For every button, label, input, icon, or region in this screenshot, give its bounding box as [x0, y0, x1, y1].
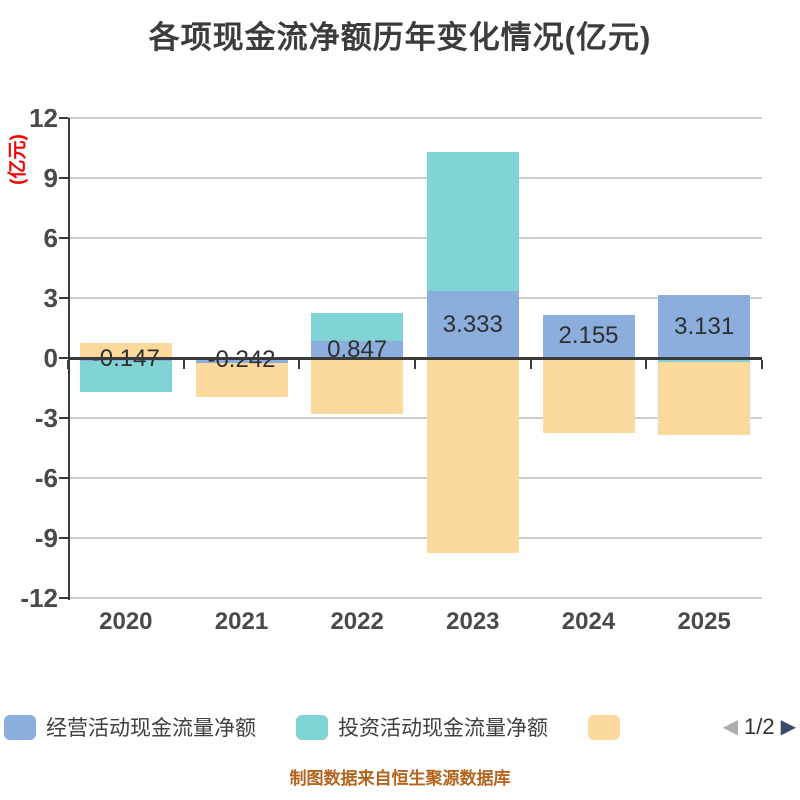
- gridline-y-12: [68, 117, 762, 119]
- x-tick-label-2025: 2025: [677, 608, 731, 635]
- x-tick-mark: [67, 360, 69, 369]
- legend-swatch-third: [588, 714, 620, 740]
- bar-segment-2024-series0: [542, 314, 635, 358]
- y-tick-label-12: 12: [29, 103, 58, 133]
- x-tick-mark: [182, 360, 185, 369]
- legend-label-investing: 投资活动现金流量净额: [338, 717, 548, 740]
- legend: 经营活动现金流量净额 投资活动现金流量净额 ◀ 1/2 ▶: [0, 712, 796, 742]
- x-tick-label-2020: 2020: [99, 608, 153, 635]
- legend-pagination: ◀ 1/2 ▶: [723, 714, 796, 740]
- y-axis-line: [68, 118, 70, 600]
- x-tick-mark: [298, 360, 301, 369]
- y-tick-mark: [59, 417, 68, 419]
- bar-segment-2022-series2: [311, 358, 404, 414]
- y-tick-mark: [59, 537, 68, 539]
- legend-swatch-operating: [4, 714, 36, 740]
- y-tick-label--3: -3: [34, 403, 58, 433]
- legend-label-operating: 经营活动现金流量净额: [46, 717, 256, 740]
- y-tick-mark: [59, 117, 68, 119]
- bar-segment-2025-series2: [658, 362, 751, 435]
- bar-segment-2020-series1: [79, 360, 172, 392]
- gridline-y--3: [68, 417, 762, 419]
- pagination-prev-icon[interactable]: ◀: [722, 716, 739, 738]
- bar-value-label-2021: -0.242: [207, 346, 275, 374]
- y-tick-mark: [59, 297, 68, 299]
- bar-segment-2023-series2: [426, 358, 519, 553]
- y-tick-label--12: -12: [20, 583, 58, 613]
- bar-segment-2021-series0: [195, 358, 288, 363]
- gridline-y-9: [68, 177, 762, 179]
- y-tick-label--9: -9: [34, 523, 58, 553]
- y-tick-mark: [59, 477, 68, 479]
- pagination-next-icon[interactable]: ▶: [780, 716, 796, 738]
- bar-segment-2023-series0: [426, 291, 519, 358]
- gridline-y-6: [68, 237, 762, 239]
- pagination-page-indicator: 1/2: [744, 714, 775, 739]
- x-tick-mark: [414, 360, 416, 369]
- x-tick-mark: [761, 360, 763, 369]
- bar-segment-2022-series1: [311, 313, 404, 342]
- bar-value-label-2025: 3.131: [674, 312, 735, 340]
- x-tick-mark: [645, 360, 648, 369]
- bar-segment-2025-series0: [658, 295, 751, 358]
- y-tick-mark: [59, 597, 68, 599]
- bar-segment-2024-series2: [542, 358, 635, 433]
- data-source-note: 制图数据来自恒生聚源数据库: [289, 769, 511, 788]
- bar-segment-2022-series0: [311, 341, 404, 358]
- y-tick-label-3: 3: [43, 283, 58, 313]
- y-tick-mark: [59, 237, 68, 239]
- x-tick-label-2023: 2023: [446, 608, 500, 635]
- gridline-y--9: [68, 537, 762, 539]
- zero-axis-line: [68, 357, 762, 360]
- y-tick-label-9: 9: [43, 163, 58, 193]
- legend-item-operating[interactable]: 经营活动现金流量净额: [4, 712, 256, 742]
- bar-segment-2023-series1: [426, 151, 519, 292]
- gridline-y--12: [68, 597, 762, 599]
- bar-value-label-2024: 2.155: [558, 322, 619, 350]
- x-tick-label-2022: 2022: [330, 608, 384, 635]
- y-tick-mark: [59, 357, 68, 359]
- legend-item-third[interactable]: [588, 714, 630, 740]
- y-tick-label-0: 0: [43, 343, 58, 373]
- y-tick-label--6: -6: [34, 463, 58, 493]
- chart-title: 各项现金流净额历年变化情况(亿元): [148, 20, 652, 55]
- bar-segment-2025-series1: [658, 358, 751, 362]
- x-tick-mark: [529, 360, 532, 369]
- y-tick-mark: [59, 177, 68, 179]
- bar-segment-2020-series2: [79, 343, 172, 358]
- bar-value-label-2023: 3.333: [442, 310, 503, 338]
- x-tick-label-2021: 2021: [214, 608, 269, 635]
- y-tick-label-6: 6: [43, 223, 58, 253]
- bar-segment-2021-series2: [195, 362, 288, 398]
- legend-swatch-investing: [296, 714, 328, 740]
- x-tick-label-2024: 2024: [561, 608, 616, 635]
- legend-item-investing[interactable]: 投资活动现金流量净额: [296, 712, 548, 742]
- gridline-y--6: [68, 477, 762, 479]
- gridline-y-3: [68, 297, 762, 299]
